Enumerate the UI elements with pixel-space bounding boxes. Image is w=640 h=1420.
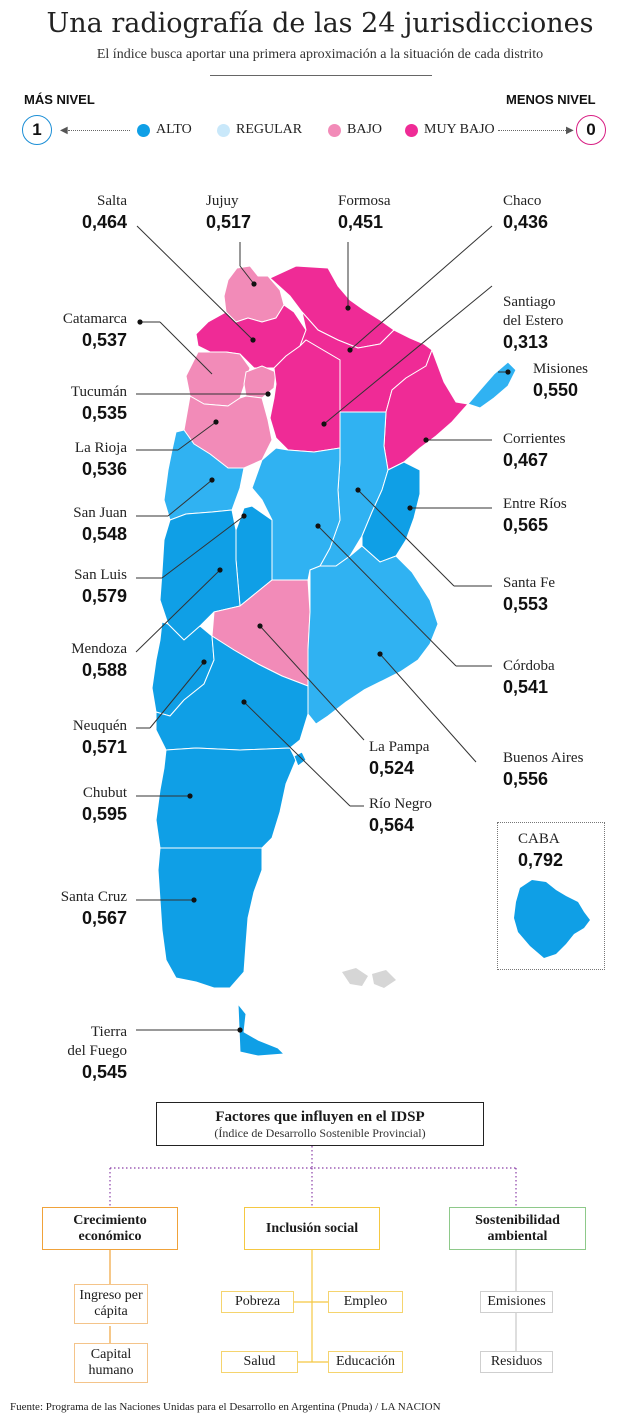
province-misiones [467, 361, 517, 409]
label-la-pampa: La Pampa 0,524 [369, 739, 430, 778]
leader-line-chaco [349, 225, 493, 351]
legend-label: BAJO [347, 122, 383, 137]
label-santiago-del-estero: Santiago del Estero 0,313 [503, 294, 564, 352]
label-tierra-del-fuego: Tierra del Fuego 0,545 [67, 1024, 127, 1082]
label-entre-rios: Entre Ríos 0,565 [503, 496, 567, 535]
legend-item-bajo: BAJO [328, 122, 382, 138]
subfactor-empleo: Empleo [328, 1291, 403, 1313]
leader-line-cordoba-b [317, 525, 457, 667]
label-santa-fe: Santa Fe 0,553 [503, 575, 556, 614]
factors-title-box: Factores que influyen en el IDSP (Índice… [156, 1102, 484, 1146]
label-san-juan: San Juan 0,548 [73, 505, 127, 544]
factor-inclusion-social: Inclusión social [244, 1207, 380, 1250]
leader-line-mendoza [135, 569, 221, 653]
factors-title: Factores que influyen en el IDSP [215, 1109, 425, 1125]
legend-item-alto: ALTO [137, 122, 192, 138]
leader-line-neuquen-b [149, 661, 205, 729]
legend-dot-icon [217, 123, 230, 137]
label-jujuy: Jujuy 0,517 [206, 193, 252, 232]
factors-subtitle: (Índice de Desarrollo Sostenible Provinc… [214, 1126, 426, 1140]
leader-line-la-pampa [259, 625, 365, 741]
page-subtitle: El índice busca aportar una primera apro… [96, 47, 544, 62]
province-caba [514, 880, 590, 958]
islas-malvinas [342, 968, 396, 988]
subfactor-residuos: Residuos [480, 1351, 553, 1373]
caba-inset [497, 822, 605, 970]
scale-right-label: MENOS NIVEL [506, 92, 596, 107]
legend-label: ALTO [156, 122, 192, 137]
legend-label: REGULAR [236, 122, 303, 137]
subfactor-ingreso: Ingreso per cápita [74, 1284, 148, 1324]
title-divider [210, 75, 432, 76]
label-caba: CABA 0,792 [518, 831, 564, 870]
province-cordoba [251, 447, 341, 581]
label-san-luis: San Luis 0,579 [74, 567, 127, 606]
label-santa-cruz: Santa Cruz 0,567 [60, 889, 127, 928]
subfactor-pobreza: Pobreza [221, 1291, 294, 1313]
label-la-rioja: La Rioja 0,536 [74, 440, 127, 479]
label-catamarca: Catamarca 0,537 [62, 311, 127, 350]
source-note: Fuente: Programa de las Naciones Unidas … [10, 1401, 441, 1413]
legend-dot-icon [328, 123, 341, 137]
label-buenos-aires: Buenos Aires 0,556 [503, 750, 584, 789]
factor-crecimiento-economico: Crecimiento económico [42, 1207, 178, 1250]
subfactor-emisiones: Emisiones [480, 1291, 553, 1313]
arrow-left-icon: ◀ [60, 125, 68, 136]
label-salta: Salta 0,464 [81, 193, 127, 232]
factor-sostenibilidad-ambiental: Sostenibilidad ambiental [449, 1207, 586, 1250]
leader-line-santiago [323, 285, 493, 425]
subfactor-capital-humano: Capital humano [74, 1343, 148, 1383]
subfactor-educacion: Educación [328, 1351, 403, 1373]
label-neuquen: Neuquén 0,571 [72, 718, 127, 757]
label-chaco: Chaco 0,436 [503, 193, 549, 232]
leader-line-la-rioja-b [177, 421, 217, 451]
legend-item-regular: REGULAR [217, 122, 302, 138]
legend-item-muy-bajo: MUY BAJO [405, 122, 495, 138]
label-corrientes: Corrientes 0,467 [503, 431, 566, 470]
leader-line-santa-fe-b [357, 489, 455, 587]
legend-dot-icon [405, 123, 418, 137]
scale-dotted-line-right [498, 130, 566, 131]
scale-left-label: MÁS NIVEL [24, 92, 95, 107]
province-jujuy [223, 265, 285, 323]
leader-line-san-luis-b [161, 515, 245, 579]
label-tucuman: Tucumán 0,535 [70, 384, 127, 423]
argentina-map [135, 225, 590, 1057]
province-chubut [155, 747, 297, 849]
leader-line-salta [136, 225, 254, 341]
leader-line-rio-negro-b [243, 701, 351, 807]
province-santa-cruz [157, 847, 263, 989]
label-chubut: Chubut 0,595 [81, 785, 127, 824]
arrow-right-icon: ▶ [566, 125, 574, 136]
province-tucuman [243, 365, 277, 399]
peninsula-valdes [293, 751, 307, 767]
leader-line-buenos-aires [379, 653, 477, 763]
label-misiones: Misiones 0,550 [533, 361, 589, 400]
leader-line-catamarca-b [159, 321, 213, 375]
leader-line-san-juan-b [167, 479, 213, 517]
label-formosa: Formosa 0,451 [338, 193, 391, 232]
label-cordoba: Córdoba 0,541 [503, 658, 555, 697]
scale-max-circle: 1 [22, 115, 52, 145]
legend-label: MUY BAJO [424, 122, 495, 137]
subfactor-salud: Salud [221, 1351, 298, 1373]
label-mendoza: Mendoza 0,588 [71, 641, 127, 680]
page-title: Una radiografía de las 24 jurisdicciones [46, 8, 594, 39]
legend-dot-icon [137, 123, 150, 137]
scale-min-circle: 0 [576, 115, 606, 145]
label-rio-negro: Río Negro 0,564 [369, 796, 432, 835]
leader-line-jujuy-b [239, 265, 255, 285]
scale-dotted-line-left [68, 130, 130, 131]
province-tierra-del-fuego [237, 1003, 285, 1057]
